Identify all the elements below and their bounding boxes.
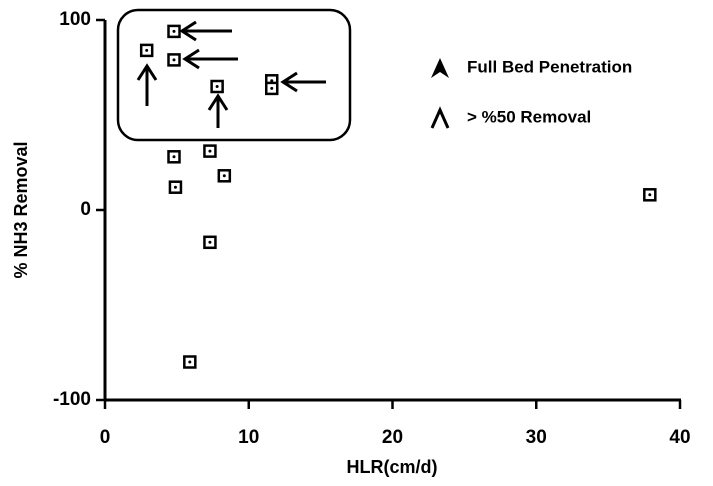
x-tick-label: 40 [669, 427, 690, 448]
x-tick-label: 0 [100, 427, 111, 448]
arrows [136, 20, 450, 129]
point-dot [173, 185, 177, 189]
point [168, 180, 183, 194]
point-dot [222, 174, 226, 178]
point [183, 355, 197, 369]
x-tick-label: 30 [526, 427, 547, 448]
point [167, 53, 181, 67]
point [167, 150, 181, 164]
point-dot [208, 240, 212, 244]
y-tick-label: 0 [80, 199, 91, 220]
point-dot [648, 193, 652, 197]
point-dot [145, 48, 149, 52]
y-tick-label: 100 [59, 9, 91, 30]
annotation: Full Bed Penetration [467, 57, 632, 76]
point-dot [215, 85, 219, 88]
point [643, 188, 657, 202]
x-axis-label: HLR(cm/d) [347, 457, 438, 477]
point [203, 235, 217, 250]
point-dot [172, 58, 176, 62]
point [167, 24, 181, 39]
y-axis-label: % NH3 Removal [11, 141, 31, 278]
point [203, 144, 217, 158]
point-dot [208, 149, 212, 153]
point [210, 79, 224, 94]
x-tick-label: 10 [238, 427, 259, 448]
point [217, 169, 232, 183]
annotation: > %50 Removal [467, 107, 591, 126]
point-dot [270, 86, 274, 90]
point-dot [172, 155, 176, 159]
point [265, 81, 279, 96]
legend-glyph [431, 58, 449, 78]
point [139, 43, 154, 58]
highlight-box [116, 8, 352, 142]
point-dot [188, 360, 192, 364]
y-tick-label: -100 [53, 389, 91, 410]
x-tick-label: 20 [382, 427, 403, 448]
point-dot [172, 29, 176, 33]
point-dot [270, 79, 274, 83]
